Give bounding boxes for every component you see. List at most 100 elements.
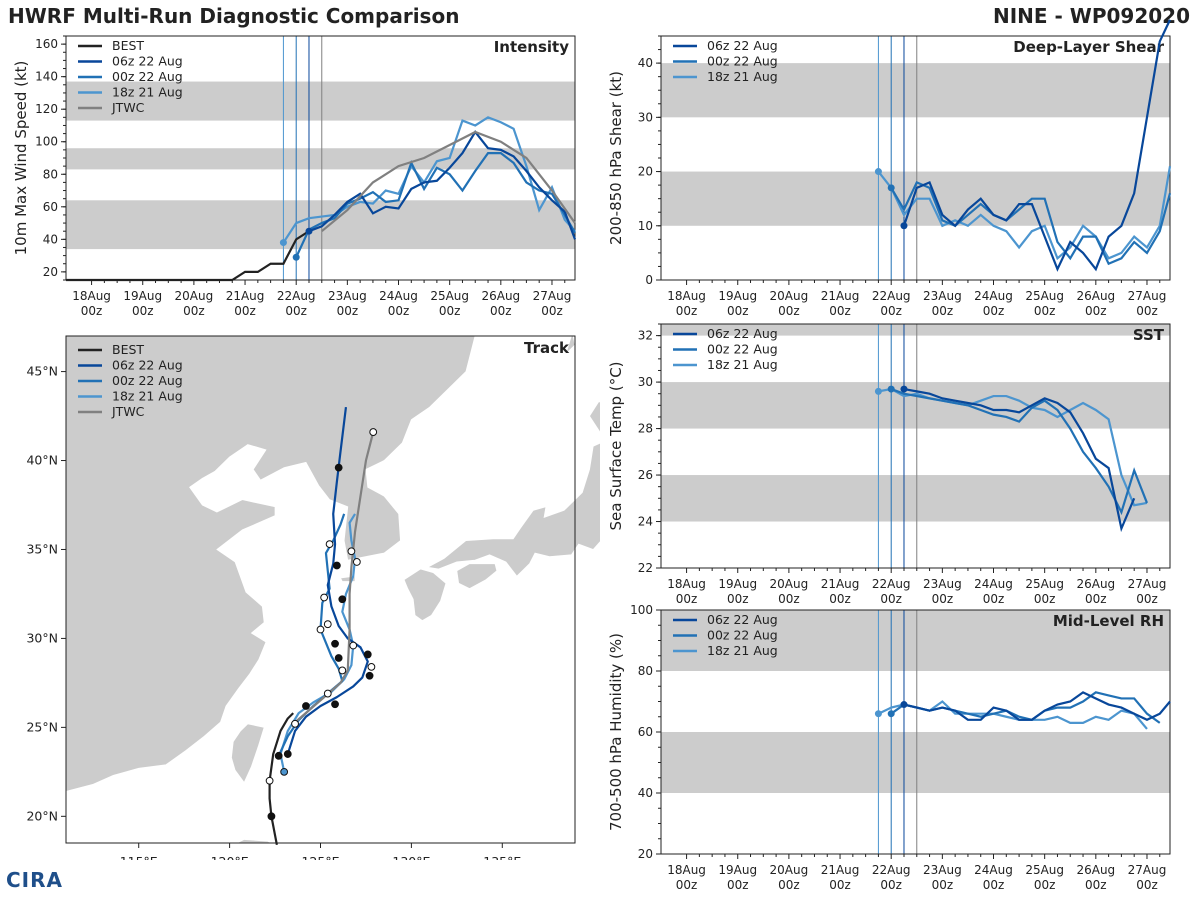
lon-tick-label: 135°E: [483, 854, 521, 860]
x-tick-hour: 00z: [1034, 304, 1056, 318]
track-position-marker: [352, 558, 361, 566]
panel-title: Deep-Layer Shear: [1013, 38, 1164, 56]
x-tick-day: 23Aug: [923, 863, 962, 877]
y-tick-label: 20: [638, 165, 653, 179]
x-tick-hour: 00z: [880, 304, 902, 318]
shaded-band: [661, 610, 1170, 671]
y-axis-label: 200-850 hPa Shear (kt): [607, 71, 625, 245]
y-tick-label: 22: [638, 561, 653, 575]
x-tick-day: 25Aug: [1025, 289, 1064, 303]
series-start-marker: [874, 710, 882, 718]
legend-label: 00z 22 Aug: [707, 342, 778, 357]
lat-tick-label: 35°N: [26, 541, 58, 556]
x-tick-day: 21Aug: [821, 577, 860, 591]
y-tick-label: 30: [638, 375, 653, 389]
y-tick-label: 120: [35, 102, 58, 116]
legend-label: 18z 21 Aug: [707, 643, 778, 658]
series-start-marker: [887, 385, 895, 393]
japan-honshu: [426, 442, 600, 577]
x-tick-day: 18Aug: [667, 289, 706, 303]
intensity-chart: 2040608010012014016018Aug00z19Aug00z20Au…: [12, 35, 577, 318]
x-tick-day: 20Aug: [175, 289, 214, 303]
x-tick-day: 19Aug: [718, 577, 757, 591]
legend-label: 06z 22 Aug: [112, 54, 183, 69]
y-tick-label: 30: [638, 110, 653, 124]
track-position-marker: [331, 700, 339, 709]
x-tick-day: 23Aug: [923, 577, 962, 591]
shaded-band: [661, 324, 1170, 336]
series-start-marker: [887, 710, 895, 718]
lon-tick-label: 120°E: [211, 854, 249, 860]
y-tick-label: 160: [35, 37, 58, 51]
series-line-jtwc: [321, 130, 576, 233]
x-tick-day: 18Aug: [72, 289, 111, 303]
x-tick-hour: 00z: [727, 878, 749, 892]
track-position-marker: [338, 595, 347, 604]
x-tick-day: 22Aug: [872, 577, 911, 591]
x-tick-hour: 00z: [983, 878, 1005, 892]
legend-label: 18z 21 Aug: [707, 357, 778, 372]
lon-tick-label: 125°E: [301, 854, 339, 860]
shear-chart: 01020304018Aug00z19Aug00z20Aug00z21Aug00…: [607, 19, 1172, 318]
y-tick-label: 140: [35, 70, 58, 84]
x-tick-hour: 00z: [880, 878, 902, 892]
x-tick-day: 24Aug: [974, 863, 1013, 877]
x-tick-day: 22Aug: [872, 289, 911, 303]
track-position-marker: [274, 751, 283, 760]
track-position-marker: [338, 666, 347, 675]
x-tick-hour: 00z: [234, 304, 256, 318]
series-start-marker: [900, 385, 908, 393]
shaded-band: [661, 475, 1170, 522]
lat-tick-label: 40°N: [26, 453, 58, 468]
x-tick-hour: 00z: [727, 304, 749, 318]
track-position-marker: [280, 767, 289, 776]
shaded-band: [661, 732, 1170, 793]
series-start-marker: [305, 227, 313, 235]
track-position-marker: [365, 671, 374, 680]
x-tick-hour: 00z: [983, 304, 1005, 318]
x-tick-hour: 00z: [1136, 304, 1158, 318]
x-tick-hour: 00z: [778, 592, 800, 606]
series-start-marker: [292, 253, 300, 261]
x-tick-hour: 00z: [81, 304, 103, 318]
track-position-marker: [323, 689, 332, 698]
x-tick-hour: 00z: [676, 592, 698, 606]
x-tick-hour: 00z: [490, 304, 512, 318]
track-position-marker: [334, 654, 343, 662]
legend-label: BEST: [112, 38, 144, 53]
shaded-band: [661, 63, 1170, 118]
series-line-run06z: [308, 130, 577, 240]
y-tick-label: 20: [43, 265, 58, 279]
legend-label: 18z 21 Aug: [112, 389, 183, 404]
legend-label: JTWC: [111, 404, 145, 419]
y-tick-label: 40: [638, 786, 653, 800]
track-position-marker: [302, 702, 310, 710]
x-tick-day: 25Aug: [1025, 863, 1064, 877]
mainland-asia: [65, 335, 476, 792]
track-position-marker: [331, 639, 339, 648]
x-tick-day: 18Aug: [667, 577, 706, 591]
track-line-run06z: [286, 407, 369, 755]
japan-shikoku: [456, 563, 498, 590]
x-tick-day: 23Aug: [328, 289, 367, 303]
x-tick-day: 26Aug: [1076, 577, 1115, 591]
x-tick-hour: 00z: [932, 304, 954, 318]
x-tick-hour: 00z: [388, 304, 410, 318]
x-tick-day: 24Aug: [974, 289, 1013, 303]
x-tick-hour: 00z: [983, 592, 1005, 606]
x-tick-day: 21Aug: [821, 863, 860, 877]
shaded-band: [66, 148, 575, 170]
sst-chart: 22242628303218Aug00z19Aug00z20Aug00z21Au…: [607, 323, 1171, 606]
y-tick-label: 10: [638, 219, 653, 233]
x-tick-hour: 00z: [829, 592, 851, 606]
cira-logo: CIRA: [6, 868, 63, 892]
y-tick-label: 20: [638, 847, 653, 861]
x-tick-day: 19Aug: [718, 289, 757, 303]
series-start-marker: [279, 239, 287, 247]
x-tick-day: 27Aug: [1128, 577, 1167, 591]
panel-title: Mid-Level RH: [1053, 612, 1164, 630]
y-tick-label: 100: [35, 135, 58, 149]
x-tick-day: 26Aug: [1076, 289, 1115, 303]
x-tick-hour: 00z: [1034, 878, 1056, 892]
track-line-jtwc: [292, 431, 375, 725]
